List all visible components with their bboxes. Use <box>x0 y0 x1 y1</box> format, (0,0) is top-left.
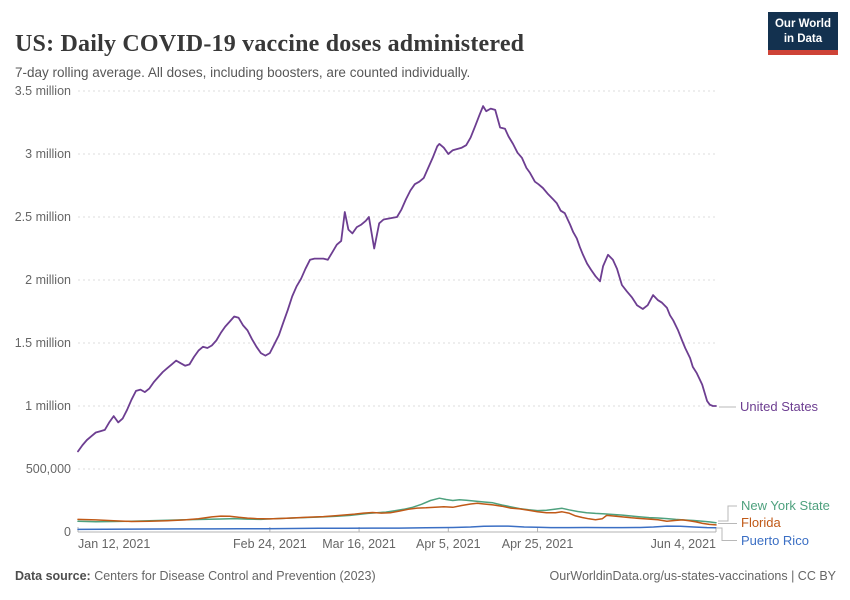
legend-label-puerto-rico[interactable]: Puerto Rico <box>741 533 809 548</box>
legend-label-florida[interactable]: Florida <box>741 515 781 530</box>
legend-label-united-states[interactable]: United States <box>740 399 819 414</box>
series-line-puerto-rico[interactable] <box>77 525 717 531</box>
data-source-note: Data source: Centers for Disease Control… <box>15 569 376 583</box>
owid-logo-line2: in Data <box>783 32 823 45</box>
series-line-united-states[interactable] <box>77 105 717 453</box>
y-axis-tick-label: 2 million <box>25 273 71 287</box>
legend-connector-new-york-state <box>718 505 737 522</box>
series-line-florida[interactable] <box>77 502 717 526</box>
legend-connector-puerto-rico <box>716 527 737 541</box>
page-title: US: Daily COVID-19 vaccine doses adminis… <box>15 31 525 58</box>
x-axis-tick-label: Apr 25, 2021 <box>501 537 574 551</box>
x-axis-tick-label: Jun 4, 2021 <box>650 537 716 551</box>
y-axis-tick-label: 2.5 million <box>14 210 71 224</box>
owid-logo-line1: Our World <box>774 18 831 30</box>
legend-label-new-york-state[interactable]: New York State <box>741 498 830 513</box>
y-axis-tick-label: 3.5 million <box>14 84 71 98</box>
x-axis-tick-label: Feb 24, 2021 <box>233 537 307 551</box>
data-source-text: Centers for Disease Control and Preventi… <box>90 569 376 583</box>
data-source-label: Data source: <box>15 569 91 583</box>
x-axis-tick-label: Apr 5, 2021 <box>415 537 481 551</box>
license-link[interactable]: OurWorldinData.org/us-states-vaccination… <box>549 569 836 583</box>
owid-logo: Our World in Data <box>767 12 838 55</box>
y-axis-tick-label: 0 <box>64 525 71 539</box>
y-axis-tick-label: 3 million <box>25 147 71 161</box>
x-axis-tick-label: Jan 12, 2021 <box>78 537 151 551</box>
series-line-new-york-state[interactable] <box>77 497 717 524</box>
y-axis-tick-label: 1.5 million <box>14 336 71 350</box>
y-axis-tick-label: 1 million <box>25 399 71 413</box>
y-axis-tick-label: 500,000 <box>25 462 71 476</box>
x-axis-tick-label: Mar 16, 2021 <box>322 537 396 551</box>
chart-subtitle: 7-day rolling average. All doses, includ… <box>15 64 471 80</box>
